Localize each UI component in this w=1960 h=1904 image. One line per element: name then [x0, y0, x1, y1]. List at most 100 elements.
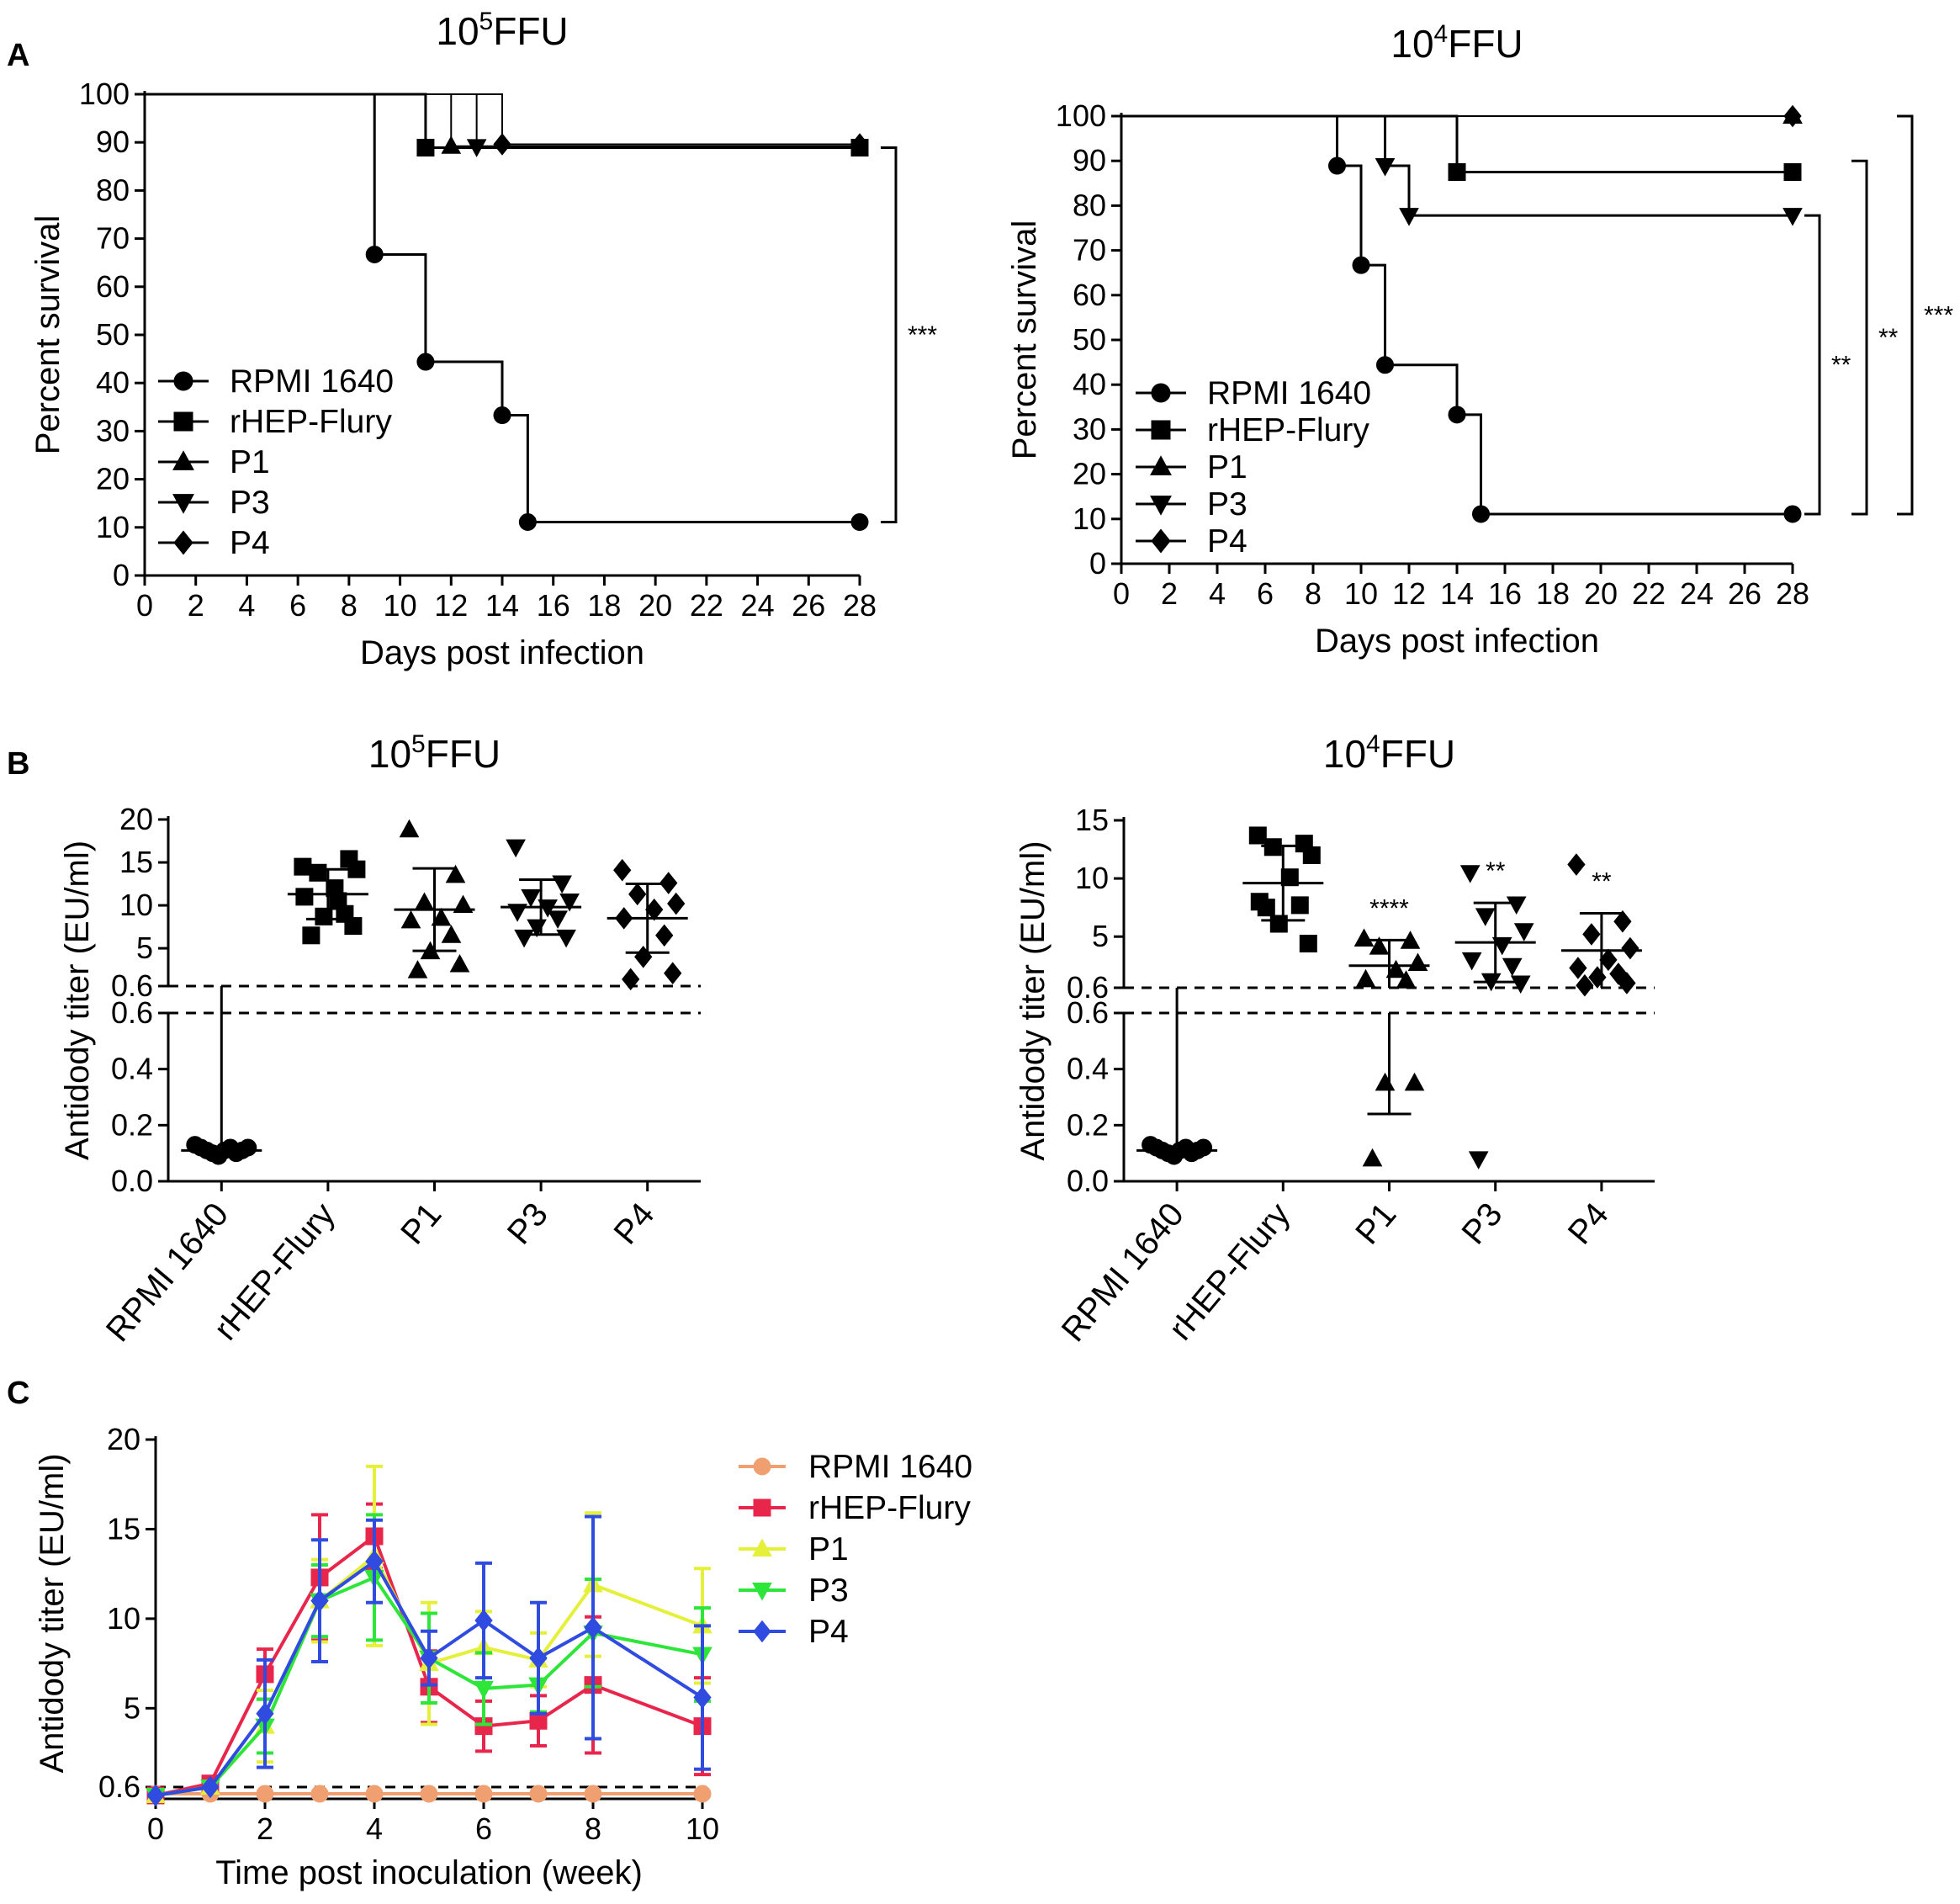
legend-marker-p1 — [172, 450, 194, 470]
y-tick-label: 30 — [96, 413, 130, 448]
x-tick-label: 0 — [136, 588, 153, 623]
significance-bracket — [1897, 114, 1914, 516]
legend-marker-rhep-flury — [1151, 420, 1171, 440]
y-tick-label: 10 — [96, 510, 130, 544]
y-tick-label: 0.6 — [98, 1769, 140, 1804]
legend-marker-p3 — [172, 494, 194, 514]
chart-title: 105FFU — [368, 730, 501, 776]
y-tick-label: 0.4 — [111, 1052, 153, 1086]
y-axis-label: Antidody titer (EU/ml) — [59, 841, 96, 1160]
legend-label-rpmi-1640: RPMI 1640 — [230, 363, 394, 400]
x-tick-label: P4 — [607, 1196, 661, 1252]
x-tick-label: 28 — [843, 588, 877, 623]
survival-point-rhep-flury — [1448, 163, 1466, 181]
survival-point-rhep-flury — [1783, 163, 1802, 181]
data-point-p4 — [584, 1616, 602, 1639]
y-tick-label: 15 — [1075, 803, 1109, 837]
survival-point-rpmi-1640 — [416, 353, 435, 371]
y-tick-label: 100 — [1056, 98, 1106, 133]
data-point-p1 — [1369, 936, 1390, 955]
data-point-p3 — [1468, 1151, 1489, 1169]
data-point-p1 — [441, 925, 462, 943]
x-tick-label: P3 — [1454, 1196, 1509, 1252]
data-point-p4 — [146, 1784, 165, 1807]
data-point-rhep-flury — [295, 888, 314, 906]
data-point-p1 — [445, 864, 466, 883]
data-point-p1 — [431, 907, 452, 926]
survival-point-rpmi-1640 — [1376, 356, 1394, 374]
x-tick-label: 10 — [384, 588, 417, 623]
x-tick-label: 0 — [1113, 576, 1130, 611]
survival-point-rhep-flury — [416, 138, 435, 156]
y-axis-label: Percent survival — [1006, 220, 1043, 460]
data-point-p1 — [407, 960, 428, 979]
y-tick-label: 60 — [1073, 278, 1106, 312]
data-point-p3 — [507, 904, 527, 922]
data-point-p3 — [506, 839, 526, 858]
data-point-p3 — [1475, 908, 1496, 926]
legend-marker-p4 — [173, 530, 193, 555]
data-point-p3 — [521, 888, 541, 908]
y-tick-label: 90 — [96, 125, 130, 159]
y-tick-label: 15 — [119, 845, 153, 879]
y-axis-label: Antidody titer (EU/ml) — [34, 1453, 71, 1773]
legend-label-p3: P3 — [1207, 486, 1248, 522]
x-tick-label: 4 — [238, 588, 255, 623]
data-point-rhep-flury — [1257, 899, 1275, 917]
data-point-rpmi-1640 — [584, 1785, 602, 1803]
y-tick-label: 0.6 — [111, 968, 153, 1003]
data-point-rhep-flury — [344, 917, 363, 936]
x-tick-label: 18 — [1536, 576, 1570, 611]
x-tick-label: 12 — [1392, 576, 1426, 611]
legend-marker-p4 — [1151, 528, 1171, 554]
legend-label-rpmi-1640: RPMI 1640 — [1207, 375, 1371, 411]
x-tick-label: 22 — [1632, 576, 1666, 611]
x-axis-label: Days post infection — [360, 634, 644, 671]
data-point-p4 — [1613, 910, 1632, 933]
panel-letter-a: A — [7, 38, 29, 73]
x-tick-label: 8 — [341, 588, 358, 623]
survival-point-p1 — [441, 135, 462, 154]
data-point-p4 — [474, 1609, 493, 1632]
legend-marker-p4 — [753, 1620, 771, 1643]
series-p4 — [146, 1514, 712, 1807]
data-point-p4 — [529, 1647, 548, 1670]
survival-point-rpmi-1640 — [1352, 256, 1370, 274]
y-tick-label: 5 — [124, 1690, 140, 1725]
chart-antibody-1e4: 104FFU 0.6 5 10 15 0.0 0.2 0.4 0.6 Antidody titer… — [1014, 730, 1655, 1349]
y-tick-label: 0.0 — [1067, 1164, 1109, 1198]
x-tick-label: 20 — [638, 588, 672, 623]
data-point-p3 — [548, 910, 568, 929]
data-point-p3 — [474, 1680, 494, 1700]
data-point-p3 — [1461, 952, 1482, 971]
data-point-p1 — [1404, 1072, 1425, 1091]
data-point-rhep-flury — [329, 892, 347, 910]
data-point-p1 — [400, 910, 421, 929]
data-point-rhep-flury — [1299, 934, 1317, 952]
series-line-p3 — [155, 1575, 703, 1797]
y-tick-label: 90 — [1073, 143, 1106, 178]
data-point-rhep-flury — [1290, 896, 1309, 915]
legend-label-p4: P4 — [230, 525, 270, 561]
x-tick-label: P3 — [501, 1196, 555, 1252]
significance-bracket — [881, 146, 898, 524]
x-tick-label: 22 — [690, 588, 723, 623]
survival-point-rpmi-1640 — [1328, 156, 1346, 175]
survival-point-p3 — [1375, 158, 1396, 177]
significance-label: ** — [1486, 857, 1506, 885]
significance-label: *** — [1924, 301, 1953, 329]
data-point-p4 — [310, 1589, 329, 1612]
y-tick-label: 70 — [1073, 233, 1106, 268]
data-point-p1 — [414, 892, 435, 910]
legend-marker-rhep-flury — [753, 1498, 771, 1517]
y-tick-label: 100 — [79, 77, 130, 111]
survival-point-p3 — [1783, 208, 1803, 226]
data-point-p4 — [1576, 973, 1594, 997]
survival-point-rpmi-1640 — [1783, 505, 1802, 523]
x-tick-label: 4 — [1209, 576, 1226, 611]
y-tick-label: 70 — [96, 221, 130, 256]
legend-label-p1: P1 — [808, 1531, 849, 1567]
legend-label-p1: P1 — [230, 444, 270, 480]
